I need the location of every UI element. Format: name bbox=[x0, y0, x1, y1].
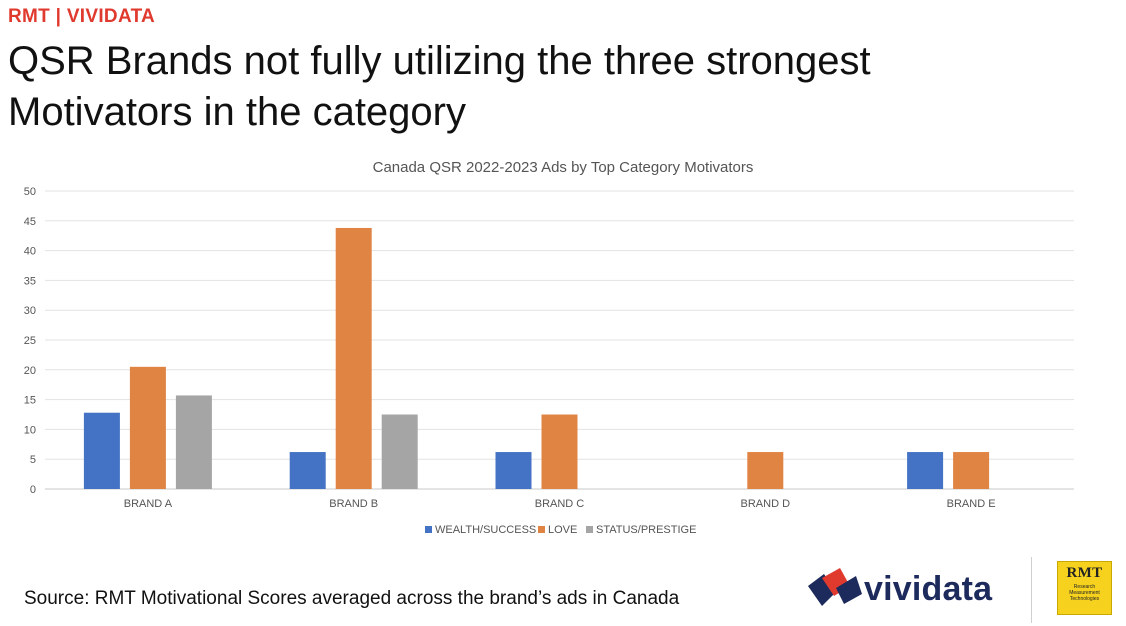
legend-label: STATUS/PRESTIGE bbox=[596, 524, 696, 536]
y-tick-label: 20 bbox=[24, 365, 36, 377]
legend-swatch bbox=[425, 526, 432, 533]
legend-swatch bbox=[586, 526, 593, 533]
footer-divider bbox=[1031, 557, 1032, 623]
slide-title: QSR Brands not fully utilizing the three… bbox=[8, 39, 871, 134]
legend-label: LOVE bbox=[548, 524, 577, 536]
y-tick-label: 25 bbox=[24, 335, 36, 347]
rmt-badge: RMT Research Measurement Technologies bbox=[1057, 561, 1112, 615]
bar bbox=[541, 414, 578, 489]
legend-swatch bbox=[538, 526, 545, 533]
bar bbox=[335, 227, 372, 489]
vividata-logo-icon bbox=[808, 568, 862, 606]
y-tick-label: 10 bbox=[24, 424, 36, 436]
rmt-badge-subtitle: Research Measurement Technologies bbox=[1069, 584, 1100, 602]
bar bbox=[953, 452, 990, 489]
bar bbox=[175, 395, 212, 489]
y-tick-label: 0 bbox=[30, 484, 36, 496]
bar bbox=[907, 452, 944, 489]
y-tick-label: 30 bbox=[24, 305, 36, 317]
bar bbox=[747, 452, 784, 489]
bar bbox=[381, 414, 418, 489]
x-tick-label: BRAND B bbox=[329, 498, 378, 510]
source-note: Source: RMT Motivational Scores averaged… bbox=[24, 588, 680, 609]
y-tick-label: 5 bbox=[30, 454, 36, 466]
bar bbox=[495, 452, 532, 489]
vividata-logo: vividata bbox=[806, 566, 1016, 612]
x-tick-label: BRAND D bbox=[741, 498, 791, 510]
x-tick-label: BRAND C bbox=[535, 498, 585, 510]
bar bbox=[83, 412, 120, 489]
chart-title: Canada QSR 2022-2023 Ads by Top Category… bbox=[373, 159, 754, 176]
rmt-badge-title: RMT bbox=[1066, 565, 1103, 581]
brand-header: RMT | VIVIDATA bbox=[8, 6, 156, 27]
y-tick-label: 35 bbox=[24, 275, 36, 287]
bar bbox=[129, 366, 166, 489]
y-tick-label: 40 bbox=[24, 246, 36, 258]
y-tick-label: 15 bbox=[24, 395, 36, 407]
y-tick-label: 50 bbox=[24, 186, 36, 198]
legend-label: WEALTH/SUCCESS bbox=[435, 524, 536, 536]
vividata-logo-text: vividata bbox=[864, 570, 993, 608]
y-tick-label: 45 bbox=[24, 216, 36, 228]
bar bbox=[289, 452, 326, 489]
x-tick-label: BRAND A bbox=[124, 498, 173, 510]
x-tick-label: BRAND E bbox=[947, 498, 996, 510]
